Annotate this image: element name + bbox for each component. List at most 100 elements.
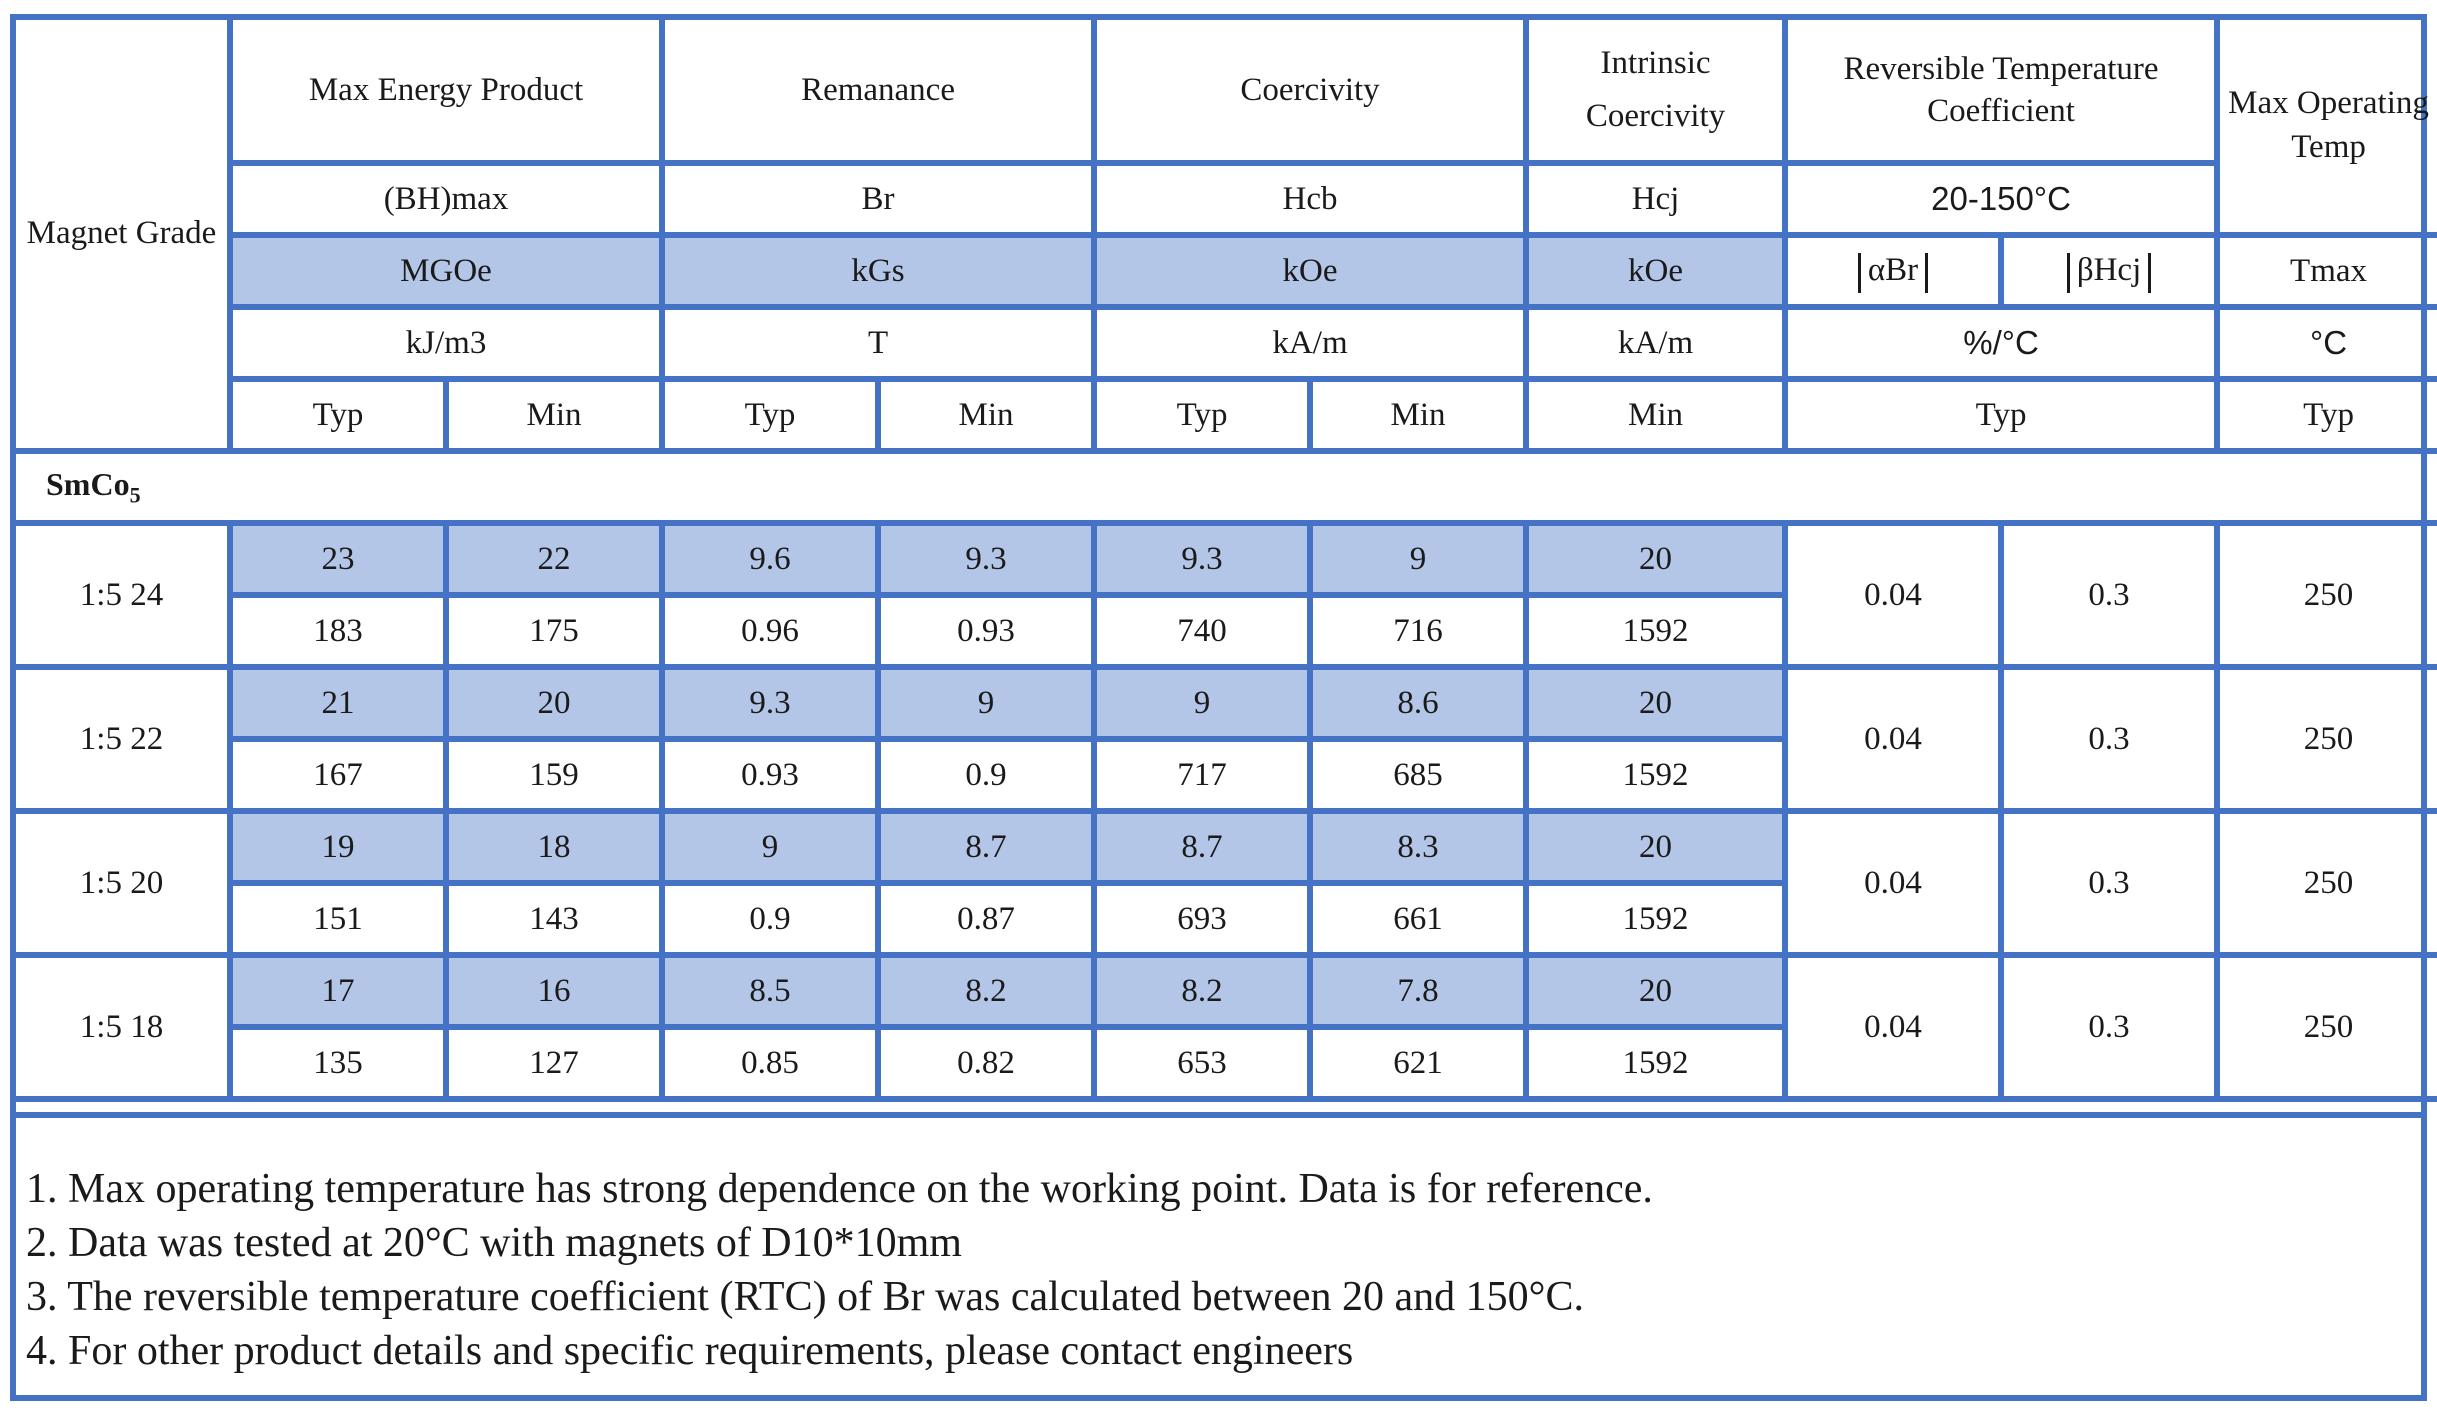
br-min-cell: 8.7 — [875, 808, 1098, 886]
hcb-min-cell: 7.8 — [1307, 952, 1530, 1030]
bhmax-min-cell: 22 — [442, 520, 666, 598]
bhmax-typ-cell: 23 — [227, 520, 449, 598]
br-symbol: Br — [659, 160, 1098, 238]
bhmax-min-cell: 20 — [442, 664, 666, 742]
table-row: 183 175 0.96 0.93 740 716 1592 — [16, 592, 2437, 670]
bhmax-typ-cell: 17 — [227, 952, 449, 1030]
br-min-cell: 9.3 — [875, 520, 1098, 598]
bhmax-min-si-cell: 159 — [442, 736, 666, 814]
hcb-typ-si-cell: 740 — [1091, 592, 1314, 670]
alpha-br-cell: 0.04 — [1782, 664, 2005, 814]
beta-hcj-cell: 0.3 — [1998, 808, 2221, 958]
hcj-min-cell: 20 — [1523, 520, 1789, 598]
note-line: 1. Max operating temperature has strong … — [26, 1166, 1653, 1212]
intrinsic-coercivity-header: Intrinsic Coercivity — [1523, 20, 1789, 166]
beta-hcj-cell: 0.3 — [1998, 952, 2221, 1102]
hcb-min-si-cell: 661 — [1307, 880, 1530, 958]
hcj-min-si-cell: 1592 — [1523, 736, 1786, 814]
hcb-typ-si-cell: 717 — [1091, 736, 1314, 814]
br-typ-cell: 9 — [659, 808, 882, 886]
max-operating-temp-header: Max Operating Temp — [2214, 20, 2437, 238]
bhmax-typ-si-cell: 135 — [230, 1024, 449, 1102]
koe-unit: kOe — [1091, 232, 1530, 310]
alpha-br-header: αBr — [1782, 232, 2005, 310]
min-label: Min — [1307, 376, 1530, 454]
br-typ-si-cell: 0.93 — [659, 736, 882, 814]
koe-unit-intrinsic: kOe — [1523, 232, 1789, 310]
table-row: 1:5 18 17 16 8.5 8.2 8.2 7.8 20 0.04 0.3 250 — [16, 952, 2437, 1102]
hcb-typ-si-cell: 693 — [1091, 880, 1314, 958]
note-line: 3. The reversible temperature coefficien… — [26, 1274, 1584, 1320]
hcj-symbol: Hcj — [1523, 160, 1789, 238]
bhmax-min-cell: 18 — [442, 808, 666, 886]
bhmax-min-cell: 16 — [442, 952, 666, 1030]
note-line: 2. Data was tested at 20°C with magnets … — [26, 1220, 962, 1266]
table-row: 167 159 0.93 0.9 717 685 1592 — [16, 736, 2437, 814]
beta-hcj-cell: 0.3 — [1998, 664, 2221, 814]
smco-datasheet: Magnet Grade Max Energy Product Remananc… — [10, 14, 2437, 1401]
bhmax-typ-si-cell: 167 — [230, 736, 449, 814]
typ-label: Typ — [2214, 376, 2437, 454]
coercivity-line: Coercivity — [1585, 98, 1726, 134]
br-min-si-cell: 0.93 — [875, 592, 1098, 670]
bhmax-symbol: (BH)max — [230, 160, 666, 238]
typ-label: Typ — [230, 376, 449, 454]
beta-hcj-header: βHcj — [1998, 232, 2221, 310]
kam-unit-intrinsic: kA/m — [1523, 304, 1789, 382]
section-base: SmCo — [46, 466, 130, 502]
mgoe-unit: MGOe — [230, 232, 666, 310]
br-typ-cell: 8.5 — [659, 952, 882, 1030]
abs-bar-left — [2066, 252, 2070, 293]
alpha-br-label: αBr — [1867, 252, 1919, 289]
grade-cell: 1:5 20 — [16, 808, 233, 958]
temperature-range-label: 20-150°C — [1782, 160, 2218, 238]
hcb-typ-si-cell: 653 — [1091, 1024, 1314, 1102]
hcb-min-si-cell: 685 — [1307, 736, 1530, 814]
kjm3-unit: kJ/m3 — [230, 304, 666, 382]
section-subscript: 5 — [129, 482, 141, 508]
hcj-min-cell: 20 — [1523, 808, 1789, 886]
grade-cell: 1:5 18 — [16, 952, 233, 1102]
tesla-unit: T — [659, 304, 1098, 382]
tmax-cell: 250 — [2214, 664, 2437, 814]
hcb-typ-cell: 9 — [1091, 664, 1314, 742]
typ-label: Typ — [1782, 376, 2221, 454]
alpha-br-cell: 0.04 — [1782, 952, 2005, 1102]
bhmax-typ-cell: 21 — [227, 664, 449, 742]
hcj-min-si-cell: 1592 — [1523, 880, 1786, 958]
hcb-typ-cell: 8.7 — [1091, 808, 1314, 886]
br-typ-si-cell: 0.9 — [659, 880, 882, 958]
min-label: Min — [442, 376, 666, 454]
alpha-br-cell: 0.04 — [1782, 808, 2005, 958]
abs-bar-right — [1925, 252, 1929, 293]
br-typ-si-cell: 0.85 — [659, 1024, 882, 1102]
br-min-cell: 9 — [875, 664, 1098, 742]
table-row: 1:5 20 19 18 9 8.7 8.7 8.3 20 0.04 0.3 250 — [16, 808, 2437, 958]
hcb-symbol: Hcb — [1091, 160, 1530, 238]
bhmax-typ-si-cell: 151 — [230, 880, 449, 958]
table-row: 135 127 0.85 0.82 653 621 1592 — [16, 1024, 2437, 1102]
max-energy-product-header: Max Energy Product — [226, 20, 666, 166]
reversible-temperature-coefficient-header: Reversible Temperature Coefficient — [1782, 20, 2221, 166]
hcb-min-cell: 8.3 — [1307, 808, 1530, 886]
bhmax-typ-cell: 19 — [227, 808, 449, 886]
br-min-si-cell: 0.82 — [875, 1024, 1098, 1102]
kam-unit: kA/m — [1091, 304, 1530, 382]
min-label: Min — [875, 376, 1098, 454]
br-min-si-cell: 0.9 — [875, 736, 1098, 814]
table-row: 151 143 0.9 0.87 693 661 1592 — [16, 880, 2437, 958]
table-row: 1:5 24 23 22 9.6 9.3 9.3 9 20 0.04 0.3 250 — [16, 520, 2437, 670]
notes-block: 1. Max operating temperature has strong … — [16, 1112, 2421, 1395]
intrinsic-line: Intrinsic — [1600, 45, 1711, 82]
hcb-min-cell: 9 — [1307, 520, 1530, 598]
section-title-smco5: SmCo5 — [16, 448, 2437, 526]
bhmax-typ-si-cell: 183 — [230, 592, 449, 670]
magnet-grade-header: Magnet Grade — [16, 20, 233, 454]
typ-label: Typ — [659, 376, 882, 454]
hcj-min-cell: 20 — [1523, 664, 1789, 742]
br-typ-cell: 9.3 — [659, 664, 882, 742]
abs-bar-left — [1857, 252, 1861, 293]
tmax-cell: 250 — [2214, 952, 2437, 1102]
br-min-si-cell: 0.87 — [875, 880, 1098, 958]
beta-hcj-label: βHcj — [2076, 252, 2142, 289]
